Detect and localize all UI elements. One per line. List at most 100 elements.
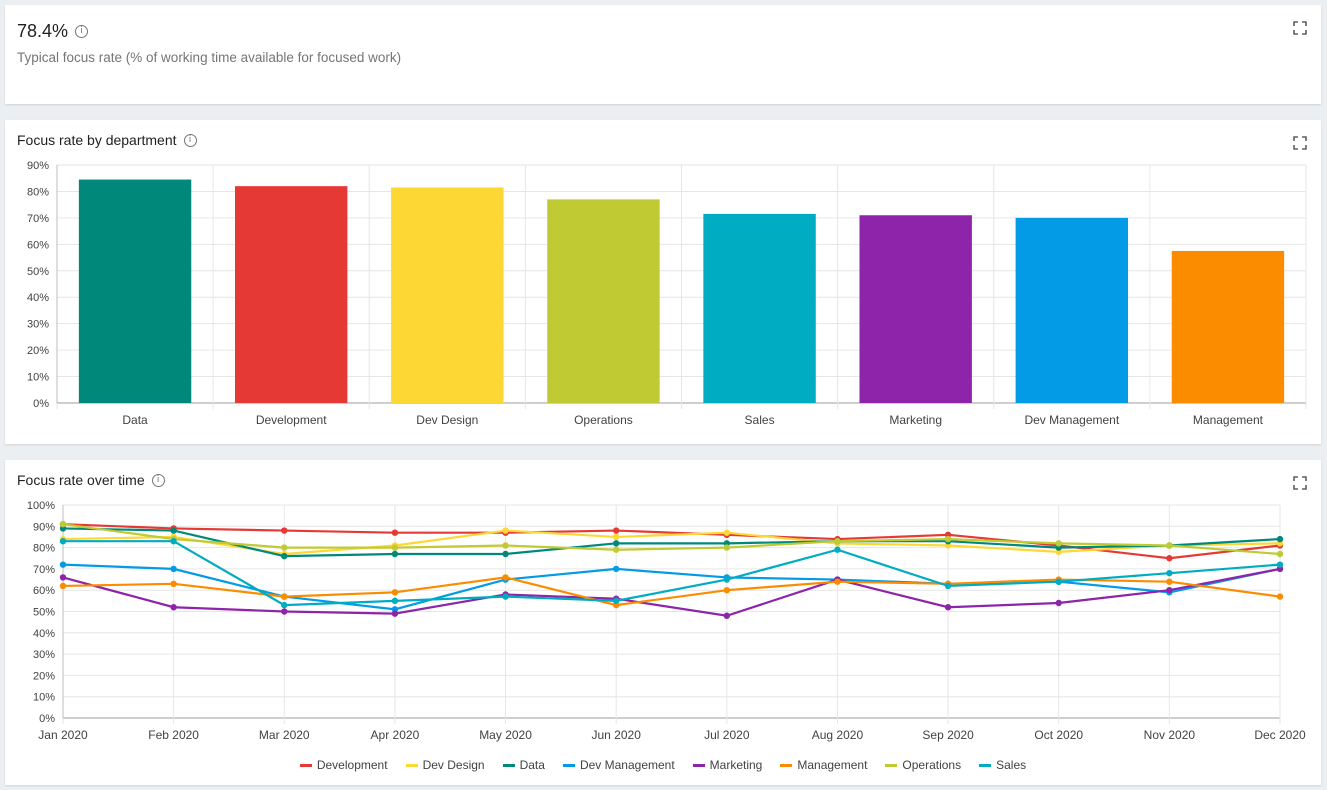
- info-icon[interactable]: i: [151, 473, 165, 487]
- data-point: [170, 580, 177, 588]
- data-point: [612, 597, 620, 605]
- chart-legend: Development Dev Design Data Dev Management M…: [5, 758, 1321, 772]
- data-point: [391, 529, 399, 536]
- data-point: [59, 520, 67, 528]
- legend-item[interactable]: Marketing: [692, 758, 763, 772]
- data-point: [944, 604, 952, 611]
- data-point: [723, 529, 731, 536]
- y-tick-label: 90%: [27, 160, 49, 172]
- info-icon[interactable]: i: [183, 133, 197, 147]
- focus-rate-kpi-card: 78.4% i Typical focus rate (% of working…: [5, 5, 1321, 104]
- legend-swatch: [692, 763, 705, 767]
- x-tick-label: Data: [122, 413, 148, 427]
- data-point: [502, 542, 509, 549]
- y-tick-label: 20%: [27, 345, 49, 357]
- y-tick-label: 30%: [33, 649, 55, 661]
- info-icon[interactable]: i: [75, 25, 89, 38]
- data-point: [834, 578, 841, 585]
- card-title-row: Focus rate over time i: [17, 472, 165, 488]
- x-tick-label: Sep 2020: [922, 728, 974, 742]
- data-point: [1055, 599, 1062, 607]
- data-point: [723, 612, 731, 619]
- y-tick-label: 90%: [33, 521, 55, 533]
- expand-icon[interactable]: [1293, 136, 1307, 150]
- x-tick-label: Dev Design: [416, 413, 478, 427]
- legend-swatch: [780, 763, 793, 767]
- y-tick-label: 30%: [27, 319, 49, 331]
- x-tick-label: Mar 2020: [259, 728, 310, 742]
- data-point: [612, 540, 620, 547]
- x-tick-label: Aug 2020: [812, 728, 864, 742]
- kpi-subtitle: Typical focus rate (% of working time av…: [17, 50, 402, 65]
- data-point: [170, 604, 177, 611]
- x-tick-label: Operations: [574, 413, 633, 427]
- series-line: [63, 540, 1281, 607]
- x-tick-label: Sales: [745, 413, 775, 427]
- x-tick-label: Dev Management: [1024, 413, 1119, 427]
- data-point: [723, 587, 731, 594]
- bar: [547, 199, 660, 403]
- data-point: [391, 550, 399, 558]
- data-point: [170, 527, 177, 534]
- data-point: [1166, 569, 1173, 577]
- data-point: [281, 544, 288, 551]
- data-point: [1166, 555, 1173, 562]
- data-point: [834, 546, 841, 553]
- legend-label: Data: [519, 758, 545, 772]
- x-tick-label: Jun 2020: [591, 728, 641, 742]
- data-point: [612, 546, 620, 553]
- legend-item[interactable]: Operations: [885, 758, 961, 772]
- department-bar-chart-card: Focus rate by department i 0% 10% 20% 30% 40…: [5, 120, 1321, 444]
- expand-icon[interactable]: [1293, 21, 1307, 35]
- x-tick-label: Nov 2020: [1144, 728, 1196, 742]
- x-tick-label: Dec 2020: [1254, 728, 1306, 742]
- line-chart: 0% 10% 20% 30% 40% 50% 60% 70% 80% 90% 100% Jan 202…: [27, 500, 1306, 742]
- data-point: [170, 538, 177, 545]
- data-point: [391, 597, 399, 605]
- legend-label: Management: [797, 758, 868, 772]
- data-point: [1276, 561, 1284, 568]
- data-point: [391, 589, 399, 596]
- legend-swatch: [405, 763, 418, 767]
- legend-swatch: [562, 763, 575, 767]
- bar: [1171, 250, 1285, 403]
- legend-label: Marketing: [709, 758, 763, 772]
- data-point: [502, 527, 509, 534]
- data-point: [612, 565, 620, 573]
- kpi-value-row: 78.4% i: [17, 21, 89, 42]
- series-line: [62, 523, 1281, 556]
- x-tick-label: Marketing: [889, 413, 942, 427]
- data-point: [502, 550, 509, 558]
- data-point: [281, 608, 288, 615]
- bar: [1015, 217, 1129, 403]
- data-point: [1276, 550, 1284, 558]
- data-point: [281, 593, 288, 600]
- card-title: Focus rate by department: [17, 132, 177, 148]
- x-tick-label: Jan 2020: [38, 728, 88, 742]
- series-line: [62, 527, 1281, 558]
- legend-item[interactable]: Sales: [979, 758, 1026, 772]
- data-point: [1166, 587, 1173, 594]
- legend-label: Operations: [902, 758, 962, 772]
- legend-item[interactable]: Dev Design: [405, 758, 485, 772]
- x-tick-label: Apr 2020: [371, 728, 420, 742]
- y-tick-label: 80%: [33, 543, 55, 555]
- data-point: [1276, 593, 1284, 600]
- x-tick-label: Jul 2020: [704, 728, 750, 742]
- bar-chart: 0% 10% 20% 30% 40% 50% 60% 70% 80% 90% Data Develop…: [27, 160, 1307, 427]
- data-point: [944, 582, 952, 590]
- legend-item[interactable]: Management: [780, 758, 867, 772]
- data-point: [612, 527, 620, 534]
- data-point: [281, 527, 288, 534]
- data-point: [391, 610, 399, 617]
- y-tick-label: 70%: [33, 564, 55, 576]
- legend-item[interactable]: Dev Management: [562, 758, 675, 772]
- data-point: [1166, 578, 1173, 585]
- legend-item[interactable]: Development: [299, 758, 388, 772]
- legend-item[interactable]: Data: [502, 758, 545, 772]
- y-tick-label: 60%: [33, 585, 55, 597]
- data-point: [723, 544, 731, 551]
- data-point: [1055, 578, 1062, 585]
- expand-icon[interactable]: [1293, 476, 1307, 490]
- series-line: [62, 567, 1281, 617]
